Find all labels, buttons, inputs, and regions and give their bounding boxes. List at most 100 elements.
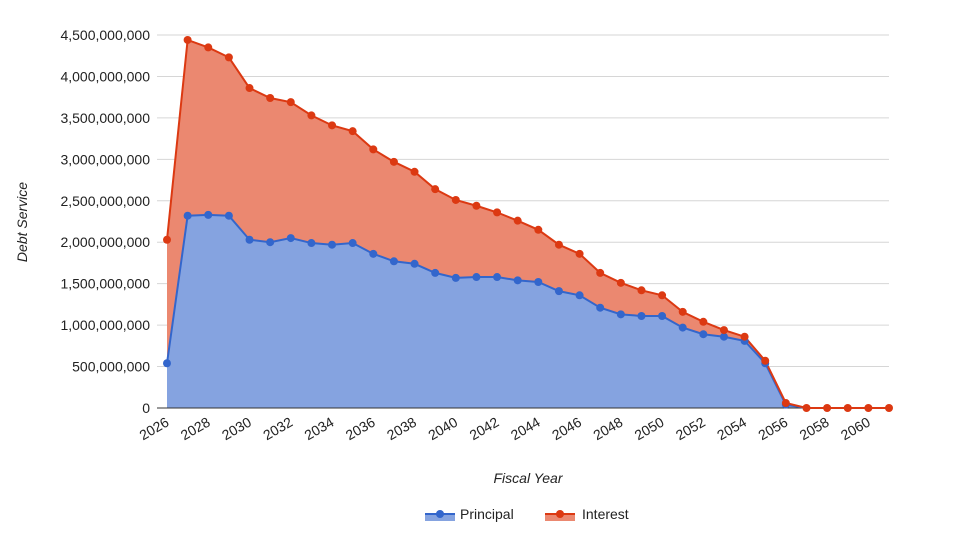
point-interest xyxy=(575,249,584,258)
point-interest xyxy=(616,278,625,287)
point-interest xyxy=(781,399,790,408)
y-tick-label: 2,500,000,000 xyxy=(60,193,150,209)
point-principal xyxy=(575,291,584,300)
point-principal xyxy=(389,257,398,266)
x-tick-label: 2048 xyxy=(590,414,625,444)
point-principal xyxy=(616,310,625,319)
legend: Principal Interest xyxy=(425,506,629,522)
point-interest xyxy=(678,307,687,316)
point-interest xyxy=(637,286,646,295)
point-interest xyxy=(451,195,460,204)
x-tick-label: 2058 xyxy=(797,414,832,444)
y-tick-label: 4,000,000,000 xyxy=(60,68,150,84)
point-interest xyxy=(431,185,440,194)
point-interest xyxy=(513,216,522,225)
point-principal xyxy=(163,359,171,368)
area-interest xyxy=(167,39,889,409)
point-principal xyxy=(472,273,481,282)
point-principal xyxy=(204,210,213,219)
point-interest xyxy=(823,404,832,412)
point-interest xyxy=(328,121,337,130)
point-interest xyxy=(740,332,749,341)
point-interest xyxy=(534,225,543,234)
point-principal xyxy=(534,278,543,287)
point-principal xyxy=(699,330,708,339)
legend-item-principal[interactable]: Principal xyxy=(425,506,514,522)
stacked-areas xyxy=(157,35,893,412)
point-principal xyxy=(369,249,378,258)
point-interest xyxy=(761,356,770,365)
point-principal xyxy=(513,276,522,285)
point-principal xyxy=(658,311,667,320)
point-interest xyxy=(307,111,316,120)
x-tick-label: 2034 xyxy=(302,414,337,444)
point-interest xyxy=(410,167,419,176)
legend-marker-interest xyxy=(556,510,564,518)
x-tick-label: 2060 xyxy=(838,414,873,444)
point-principal xyxy=(451,273,460,282)
point-interest xyxy=(493,208,502,217)
point-interest xyxy=(719,326,728,335)
legend-label-principal: Principal xyxy=(460,506,514,522)
x-tick-label: 2054 xyxy=(714,414,749,444)
y-axis-ticks: 0 500,000,000 1,000,000,000 1,500,000,000 2,… xyxy=(60,27,150,416)
x-tick-label: 2044 xyxy=(508,414,543,444)
point-interest xyxy=(658,291,667,300)
x-tick-label: 2026 xyxy=(137,414,172,444)
point-interest xyxy=(163,235,171,244)
point-principal xyxy=(493,273,502,282)
point-interest xyxy=(802,404,811,412)
point-principal xyxy=(348,239,357,248)
point-interest xyxy=(204,43,213,52)
y-tick-label: 1,500,000,000 xyxy=(60,276,150,292)
point-interest xyxy=(699,317,708,326)
point-interest xyxy=(885,404,893,412)
y-tick-label: 0 xyxy=(142,400,150,416)
point-interest xyxy=(245,84,254,93)
x-tick-label: 2052 xyxy=(673,414,708,444)
point-principal xyxy=(719,332,728,341)
point-principal xyxy=(245,235,254,244)
legend-label-interest: Interest xyxy=(582,506,629,522)
point-principal xyxy=(637,311,646,320)
x-tick-label: 2046 xyxy=(549,414,584,444)
x-tick-label: 2040 xyxy=(425,414,460,444)
point-interest xyxy=(554,240,563,249)
point-interest xyxy=(224,53,233,62)
point-interest xyxy=(843,404,852,412)
point-principal xyxy=(224,211,233,220)
y-tick-label: 2,000,000,000 xyxy=(60,234,150,250)
y-tick-label: 3,500,000,000 xyxy=(60,110,150,126)
point-principal xyxy=(554,287,563,296)
area-principal xyxy=(167,214,889,408)
point-principal xyxy=(266,238,275,247)
point-principal xyxy=(183,211,192,220)
point-principal xyxy=(328,240,337,249)
point-interest xyxy=(348,127,357,136)
x-tick-label: 2056 xyxy=(755,414,790,444)
point-principal xyxy=(286,234,295,243)
point-interest xyxy=(369,145,378,154)
x-tick-label: 2050 xyxy=(632,414,667,444)
x-tick-label: 2042 xyxy=(467,414,502,444)
point-interest xyxy=(864,404,873,412)
x-axis-label: Fiscal Year xyxy=(494,470,564,486)
point-interest xyxy=(472,201,481,210)
point-interest xyxy=(286,98,295,107)
point-interest xyxy=(183,35,192,44)
y-axis-label: Debt Service xyxy=(14,182,30,262)
legend-item-interest[interactable]: Interest xyxy=(545,506,629,522)
point-interest xyxy=(266,93,275,102)
x-tick-label: 2030 xyxy=(219,414,254,444)
point-principal xyxy=(410,259,419,268)
x-tick-label: 2032 xyxy=(260,414,295,444)
y-tick-label: 500,000,000 xyxy=(72,359,150,375)
point-interest xyxy=(596,268,605,277)
x-tick-label: 2028 xyxy=(178,414,213,444)
y-tick-label: 4,500,000,000 xyxy=(60,27,150,43)
x-tick-label: 2038 xyxy=(384,414,419,444)
x-tick-label: 2036 xyxy=(343,414,378,444)
point-interest xyxy=(389,157,398,166)
point-principal xyxy=(678,323,687,332)
legend-marker-principal xyxy=(436,510,444,518)
